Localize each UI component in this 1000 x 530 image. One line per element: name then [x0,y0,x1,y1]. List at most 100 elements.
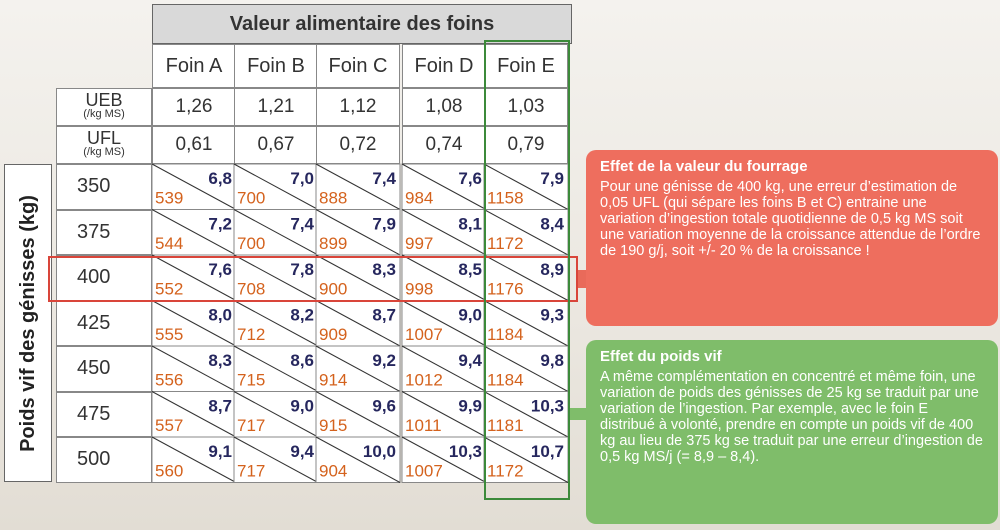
weight-label-425: 425 [56,300,152,346]
side-label-weight: Poids vif des génisses (kg) [4,164,52,482]
cell-diagonal [151,254,237,301]
ingestion-value: 10,0 [363,442,396,461]
ingestion-value: 10,3 [531,397,564,416]
growth-value: 1007 [405,325,443,344]
ingestion-value: 9,9 [458,397,482,416]
ingestion-value: 9,1 [208,442,232,461]
ingestion-value: 7,9 [372,215,396,234]
feed-value-cell: 1,12 [316,88,400,126]
weight-label-500: 500 [56,437,152,483]
growth-value: 1184 [487,371,524,390]
cell-diagonal [233,345,319,392]
weight-label-475: 475 [56,391,152,437]
growth-value: 708 [237,280,265,299]
ingestion-value: 8,3 [372,260,396,279]
ingestion-value: 7,9 [540,169,564,188]
cell-diagonal [483,254,569,301]
cell-diagonal [315,345,401,392]
ingestion-value: 8,7 [372,306,396,325]
cell-diagonal [483,300,569,347]
feed-value-cell: 1,03 [484,88,568,126]
growth-value: 904 [319,462,347,481]
ingestion-growth-grid: 6,8 539 7,0 700 7,4 888 7,6 984 7,9 1158 7,2 544 7,4… [151,163,569,483]
forage-effect-box: Effet de la valeur du fourrage Pour une … [586,150,998,326]
growth-value: 700 [237,189,265,208]
growth-value: 915 [319,416,347,435]
feed-value-cell: 0,72 [316,126,400,164]
cell-diagonal [401,163,487,210]
feed-value-cell: 1,26 [152,88,236,126]
ingestion-value: 8,9 [540,260,564,279]
column-header-foin-a: Foin A [152,44,236,88]
ingestion-value: 8,3 [208,351,232,370]
growth-value: 560 [155,462,183,481]
ingestion-value: 9,2 [372,351,396,370]
ingestion-value: 8,2 [290,306,314,325]
cell-diagonal [483,345,569,392]
cell-diagonal [151,391,237,438]
cell-diagonal [315,300,401,347]
growth-value: 888 [319,189,347,208]
column-header-foin-e: Foin E [484,44,568,88]
feed-row-unit: (/kg MS) [83,146,125,158]
cell-diagonal [151,209,237,256]
ingestion-value: 7,8 [290,260,314,279]
ingestion-value: 9,4 [290,442,314,461]
growth-value: 717 [237,462,265,481]
growth-value: 984 [405,189,433,208]
growth-value: 556 [155,371,183,390]
cell-diagonal [151,345,237,392]
feed-value-cell: 0,61 [152,126,236,164]
growth-value: 1011 [405,416,442,435]
cell-diagonal [151,436,237,483]
cell-diagonal [401,254,487,301]
ingestion-value: 9,0 [458,306,482,325]
column-header-foin-c: Foin C [316,44,400,88]
forage-effect-text: Pour une génisse de 400 kg, une erreur d… [600,179,981,259]
growth-value: 1176 [487,280,524,299]
growth-value: 998 [405,280,433,299]
feed-row-label-text: UFL [86,128,121,148]
ingestion-value: 7,4 [290,215,314,234]
cell-diagonal [315,209,401,256]
growth-value: 717 [237,416,265,435]
growth-value: 1181 [487,416,524,435]
growth-value: 715 [237,371,265,390]
weight-label-450: 450 [56,346,152,392]
weight-label-375: 375 [56,209,152,255]
forage-effect-title: Effet de la valeur du fourrage [600,158,808,175]
cell-diagonal [401,391,487,438]
ingestion-value: 10,7 [531,442,564,461]
ingestion-value: 9,0 [290,397,314,416]
growth-value: 1172 [487,462,524,481]
ingestion-value: 8,4 [540,215,564,234]
feed-row-label-ufl: UFL (/kg MS) [56,126,152,164]
cell-diagonal [233,209,319,256]
cell-diagonal [233,163,319,210]
column-header-foin-d: Foin D [402,44,486,88]
ingestion-value: 9,6 [372,397,396,416]
cell-diagonal [401,436,487,483]
growth-value: 539 [155,189,183,208]
cell-diagonal [233,436,319,483]
cell-diagonal [151,163,237,210]
ingestion-value: 9,4 [458,351,482,370]
cell-diagonal [401,300,487,347]
ingestion-value: 8,5 [458,260,482,279]
ingestion-value: 8,7 [208,397,232,416]
column-header-foin-b: Foin B [234,44,318,88]
green-connector [570,408,588,420]
cell-diagonal [483,163,569,210]
cell-diagonal [315,163,401,210]
growth-value: 1007 [405,462,443,481]
feed-value-table: Valeur alimentaire des foins Foin A Foin … [4,4,578,500]
ingestion-value: 9,3 [540,306,564,325]
weight-effect-title: Effet du poids vif [600,348,722,365]
ingestion-value: 6,8 [208,169,232,188]
growth-value: 555 [155,325,183,344]
cell-diagonal [233,300,319,347]
feed-value-cell: 0,67 [234,126,318,164]
feed-value-cell: 1,21 [234,88,318,126]
table-title: Valeur alimentaire des foins [152,4,572,44]
cell-diagonal [483,436,569,483]
